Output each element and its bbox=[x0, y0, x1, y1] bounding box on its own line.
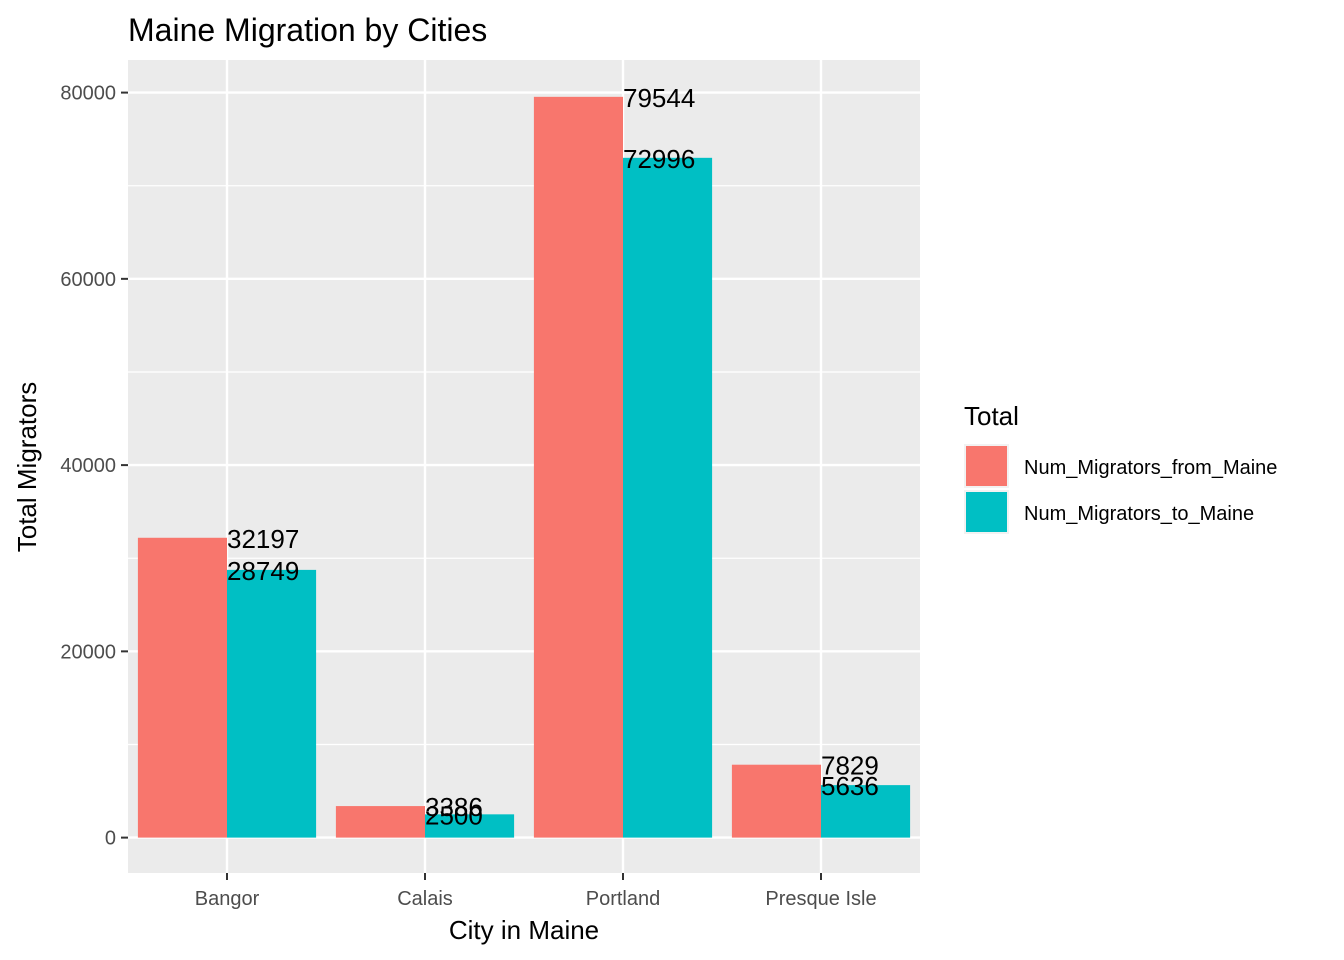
bar bbox=[821, 785, 911, 838]
bar bbox=[137, 537, 227, 838]
y-tick-label: 80000 bbox=[60, 83, 116, 105]
bar bbox=[335, 806, 425, 838]
data-label: 79544 bbox=[623, 83, 695, 113]
x-tick-label: Presque Isle bbox=[765, 888, 876, 910]
legend-label: Num_Migrators_to_Maine bbox=[1024, 503, 1254, 525]
bar bbox=[227, 569, 317, 838]
y-tick-label: 60000 bbox=[60, 269, 116, 291]
data-label: 28749 bbox=[227, 556, 299, 586]
legend-label: Num_Migrators_from_Maine bbox=[1024, 457, 1277, 479]
legend-items: Num_Migrators_from_Maine Num_Migrators_to… bbox=[964, 444, 1277, 534]
x-tick-label: Portland bbox=[586, 888, 661, 910]
data-label: 5636 bbox=[821, 771, 879, 801]
legend-swatch bbox=[966, 492, 1007, 532]
x-axis-title: City in Maine bbox=[449, 915, 599, 945]
legend-title: Total bbox=[964, 401, 1019, 431]
y-axis-title: Total Migrators bbox=[12, 382, 42, 553]
bars bbox=[137, 96, 911, 838]
chart-title: Maine Migration by Cities bbox=[128, 12, 487, 48]
bar bbox=[731, 764, 821, 838]
y-tick-label: 0 bbox=[105, 828, 116, 850]
x-tick-label: Bangor bbox=[195, 888, 260, 910]
bar bbox=[623, 157, 713, 838]
data-label: 2500 bbox=[425, 800, 483, 830]
legend: Total Num_Migrators_from_MaineNum_Migrat… bbox=[964, 401, 1277, 534]
bar bbox=[425, 814, 515, 838]
data-label: 72996 bbox=[623, 144, 695, 174]
y-axis: 0 20000 40000 60000 80000 bbox=[60, 83, 128, 850]
data-label: 7829 bbox=[821, 751, 879, 781]
y-tick-label: 40000 bbox=[60, 455, 116, 477]
legend-swatch bbox=[966, 446, 1007, 486]
data-label: 3386 bbox=[425, 792, 483, 822]
bar bbox=[533, 96, 623, 838]
x-axis: Bangor Calais Portland Presque Isle bbox=[195, 873, 877, 910]
y-tick-label: 20000 bbox=[60, 641, 116, 663]
data-label: 32197 bbox=[227, 524, 299, 554]
x-tick-label: Calais bbox=[397, 888, 453, 910]
